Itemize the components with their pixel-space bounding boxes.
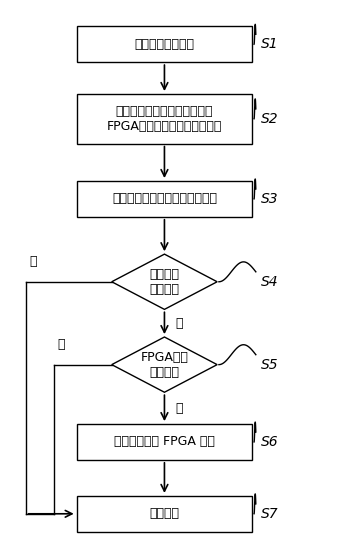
FancyBboxPatch shape xyxy=(77,26,252,62)
Text: 是: 是 xyxy=(175,317,182,330)
Text: 否: 否 xyxy=(57,338,65,351)
Text: S2: S2 xyxy=(261,112,279,126)
Text: 否: 否 xyxy=(29,255,37,268)
Text: 继续等待: 继续等待 xyxy=(150,507,180,520)
FancyBboxPatch shape xyxy=(77,424,252,460)
Text: 建立一个等待队列: 建立一个等待队列 xyxy=(135,38,195,51)
Text: 是否満足
抓占条件: 是否満足 抓占条件 xyxy=(150,268,180,296)
Text: S6: S6 xyxy=(261,435,279,449)
FancyBboxPatch shape xyxy=(77,94,252,143)
Text: FPGA有足
够大空间: FPGA有足 够大空间 xyxy=(141,350,188,379)
Text: 将该任务放入 FPGA 执行: 将该任务放入 FPGA 执行 xyxy=(114,435,215,449)
FancyBboxPatch shape xyxy=(77,496,252,532)
Text: 将等待队列队首任务最早进入
FPGA的时刻设为最早预约时刻: 将等待队列队首任务最早进入 FPGA的时刻设为最早预约时刻 xyxy=(107,105,222,133)
Text: S5: S5 xyxy=(261,358,279,372)
Polygon shape xyxy=(112,337,217,392)
Text: S3: S3 xyxy=(261,192,279,206)
Text: S1: S1 xyxy=(261,37,279,51)
Text: S4: S4 xyxy=(261,275,279,288)
Text: 是: 是 xyxy=(175,402,182,415)
Polygon shape xyxy=(112,254,217,309)
Text: 依次获取非队首任务的执行时间: 依次获取非队首任务的执行时间 xyxy=(112,193,217,205)
Text: S7: S7 xyxy=(261,507,279,521)
FancyBboxPatch shape xyxy=(77,181,252,217)
